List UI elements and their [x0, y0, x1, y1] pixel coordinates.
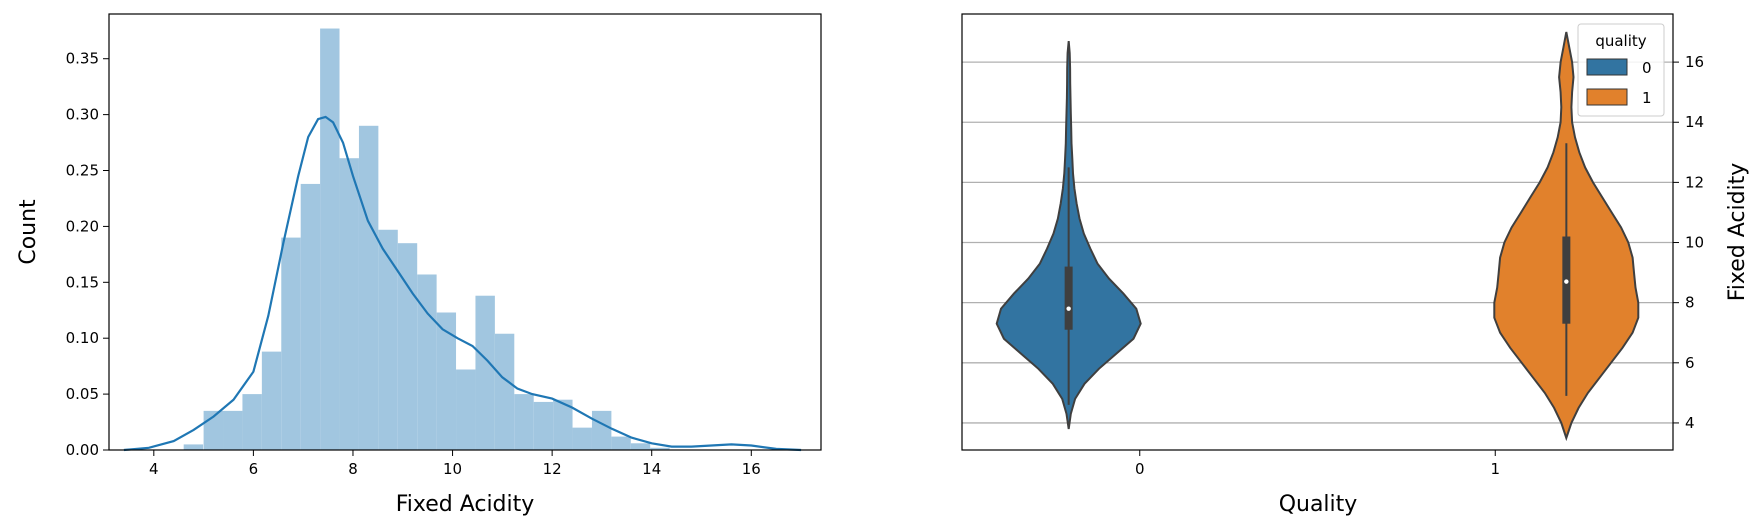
histogram-panel: 4 6 8 10 12 14 16 0.00 0.05 0.10 0.15 0.20 0.25 0.30… [16, 13, 822, 517]
violin-median-1 [1564, 279, 1569, 284]
violin-y-ticks: 4 6 8 10 12 14 16 [1673, 53, 1704, 432]
histogram-x-label: Fixed Acidity [396, 492, 535, 517]
histogram-bar [630, 443, 651, 450]
histogram-y-label: Count [16, 199, 41, 265]
x-tick-label: 14 [642, 460, 661, 478]
x-tick-label: 6 [249, 460, 259, 478]
histogram-bar [320, 28, 340, 451]
legend-label-0: 0 [1642, 59, 1652, 77]
histogram-bar [300, 183, 321, 450]
violin-iqr-0 [1064, 266, 1073, 330]
legend-label-1: 1 [1642, 89, 1652, 107]
histogram-bar [494, 333, 515, 450]
y-tick-label: 10 [1685, 234, 1704, 252]
y-tick-label: 6 [1685, 354, 1695, 372]
histogram-bar [417, 274, 437, 450]
y-tick-label: 0.00 [66, 441, 99, 459]
legend: quality 0 1 [1577, 23, 1665, 117]
x-tick-label: 12 [543, 460, 562, 478]
y-tick-label: 0.35 [66, 50, 99, 68]
violins [995, 31, 1640, 442]
y-tick-label: 0.15 [66, 273, 99, 291]
histogram-bar [591, 410, 612, 450]
histogram-bar [223, 410, 243, 450]
histogram-plot-frame [108, 13, 822, 451]
legend-swatch-1 [1586, 88, 1628, 106]
violin-x-label: Quality [1279, 492, 1358, 517]
histogram-bar [397, 243, 418, 450]
x-tick-label: 16 [742, 460, 761, 478]
histogram-bar [514, 394, 534, 450]
violin-median-0 [1066, 306, 1071, 311]
histogram-bar [436, 312, 457, 450]
histogram-bar [339, 158, 359, 450]
histogram-bar [242, 394, 262, 450]
histogram-x-ticks: 4 6 8 10 12 14 16 [149, 450, 761, 478]
histogram-bar [611, 436, 631, 450]
histogram-bar [281, 237, 301, 450]
histogram-bar [572, 427, 592, 450]
violin-y-label: Fixed Acidity [1725, 163, 1750, 302]
histogram-bar [650, 447, 670, 450]
kde-curve [123, 115, 802, 452]
y-tick-label: 14 [1685, 113, 1704, 131]
histogram-bars [183, 28, 670, 451]
y-tick-label: 0.25 [66, 162, 99, 180]
y-tick-label: 0.05 [66, 385, 99, 403]
histogram-bar [261, 351, 282, 450]
y-tick-label: 0.30 [66, 106, 99, 124]
legend-title: quality [1595, 32, 1646, 50]
y-tick-label: 16 [1685, 53, 1704, 71]
x-tick-label: 10 [443, 460, 462, 478]
histogram-bar [358, 125, 379, 451]
legend-swatch-0 [1586, 58, 1628, 76]
histogram-bar [553, 399, 573, 450]
x-tick-label: 1 [1490, 460, 1500, 478]
y-tick-label: 0.10 [66, 329, 99, 347]
histogram-bar [475, 295, 495, 450]
y-tick-label: 12 [1685, 173, 1704, 191]
violin-plot-frame [961, 13, 1674, 451]
y-tick-label: 8 [1685, 294, 1695, 312]
histogram-bar [378, 229, 398, 450]
x-tick-label: 0 [1135, 460, 1145, 478]
x-tick-label: 8 [348, 460, 358, 478]
histogram-bar [456, 369, 476, 450]
histogram-bar [183, 444, 204, 450]
x-tick-label: 4 [149, 460, 159, 478]
histogram-bar [533, 401, 554, 450]
histogram-y-ticks: 0.00 0.05 0.10 0.15 0.20 0.25 0.30 0.35 [66, 50, 109, 459]
y-tick-label: 0.20 [66, 217, 99, 235]
y-tick-label: 4 [1685, 414, 1695, 432]
